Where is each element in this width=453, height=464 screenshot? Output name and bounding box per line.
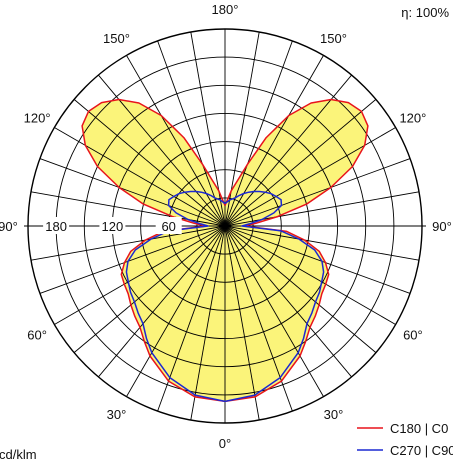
grid-spoke-330 [126,225,226,397]
grid-spoke-350 [190,225,226,421]
curve-2-right [224,190,325,403]
ring-label-60: 60 [161,219,175,234]
legend-label-1: C180 | C0 [390,421,448,436]
grid-spoke-230 [73,99,226,227]
grid-spoke-120 [224,127,396,227]
ring-label-bg-180 [43,217,70,234]
angle-label-6: 90° [432,219,452,234]
grid-spoke-280 [30,225,226,261]
grid-spoke-100 [224,191,420,227]
polar-grid [0,28,453,424]
grid-spoke-70 [224,225,411,294]
angle-label-5: 90° [0,219,18,234]
grid-spoke-150 [224,55,324,227]
grid-spoke-240 [54,127,226,227]
unit-label: cd/klm [0,447,37,462]
angle-label-2: 150° [320,31,347,46]
label-layer: 60 120 180 180° 150° 150° 120° 120° 90° 90° 60° 60°… [0,2,453,451]
legend-label-2: C270 | C90 [390,443,453,458]
grid-spoke-40 [224,225,352,378]
grid-spoke-160 [224,40,293,227]
grid-spoke-250 [39,158,226,227]
ring-label-bg-60 [155,217,182,234]
angle-label-4: 120° [399,111,426,126]
angle-label-10: 30° [324,407,344,422]
grid-spoke-310 [73,225,226,353]
angle-label-8: 60° [403,328,423,343]
efficiency-label: η: 100% [401,5,449,20]
legend: C180 | C0 C270 | C90 [357,421,453,458]
angle-label-1: 150° [103,31,130,46]
ring-label-180: 180 [45,219,67,234]
grid-spoke-80 [224,225,420,261]
grid-spoke-130 [224,99,377,227]
ring-label-120: 120 [102,219,124,234]
grid-spoke-60 [224,225,396,325]
grid-spoke-340 [157,225,226,412]
grid-spoke-290 [39,225,226,294]
angle-label-7: 60° [27,328,47,343]
grid-spoke-110 [224,158,411,227]
ring-label-bg-120 [99,217,126,234]
grid-spoke-20 [224,225,293,412]
curve-1-left [81,98,226,403]
angle-label-9: 30° [107,407,127,422]
angle-label-3: 120° [24,111,51,126]
grid-spoke-260 [30,191,226,227]
grid-spoke-300 [54,225,226,325]
angle-label-bg-5 [0,217,24,233]
grid-spoke-200 [157,40,226,227]
grid-spoke-50 [224,225,377,353]
grid-spoke-30 [224,225,324,397]
grid-spoke-320 [98,225,226,378]
curve-layer [81,98,369,403]
curve-1-right [224,98,369,403]
angle-label-bg-6 [426,217,453,233]
grid-spoke-10 [224,225,260,421]
curve-2-left [125,190,226,403]
angle-label-11: 0° [219,436,231,451]
angle-label-0: 180° [212,2,239,17]
grid-spoke-210 [126,55,226,227]
